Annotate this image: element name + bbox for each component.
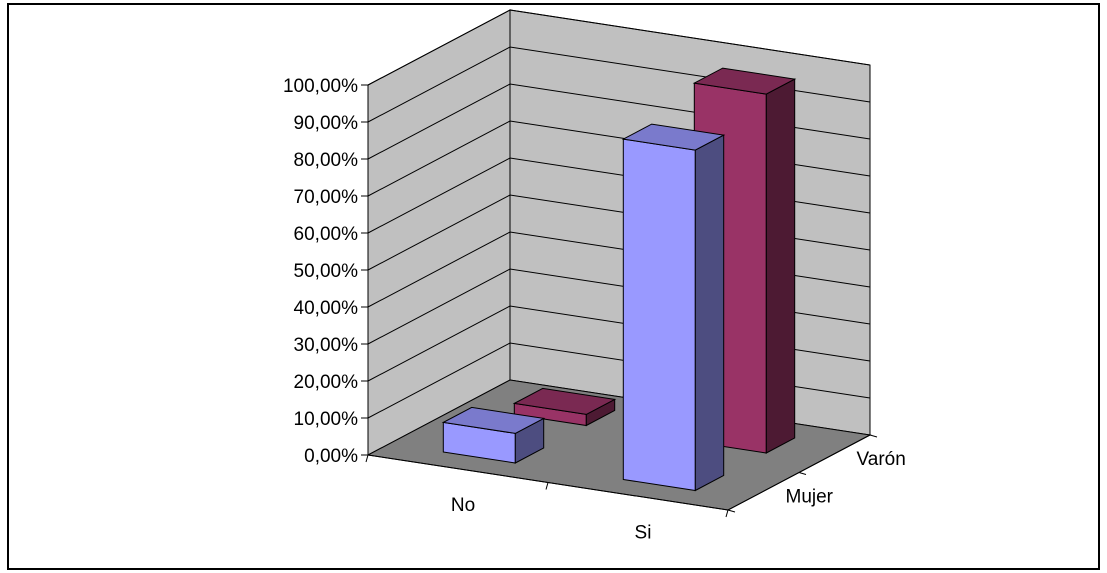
axis-labels: 0,00% 10,00% 20,00% 30,00% 40,00% 50,00% 60,00… (283, 76, 906, 543)
bar-top-face (621, 123, 726, 151)
y-tick-label: 0,00% (304, 446, 358, 467)
bar-top-face (441, 406, 546, 434)
y-tick-label: 60,00% (294, 224, 359, 245)
x-tick-label: No (451, 495, 475, 516)
series-label: Mujer (786, 486, 834, 507)
bar-side-face (765, 78, 796, 454)
depth-tick (727, 509, 736, 513)
bar-side-face (694, 134, 725, 492)
gridline (367, 9, 871, 86)
bar-top-face (692, 67, 797, 95)
bar-Varón-No (512, 387, 617, 427)
series-label: Varón (857, 449, 906, 470)
y-tick-label: 90,00% (294, 113, 359, 134)
axes (361, 84, 878, 518)
x-tick (725, 509, 729, 518)
y-tick-label: 10,00% (294, 409, 359, 430)
bars (441, 67, 797, 492)
y-tick-label: 70,00% (294, 187, 359, 208)
bar-top-face (512, 387, 617, 415)
y-tick-label: 80,00% (294, 150, 359, 171)
depth-tick (869, 434, 878, 438)
bar-front-face (622, 138, 696, 492)
bar-Mujer-Si (621, 123, 726, 492)
depth-tick (798, 472, 807, 475)
x-tick-label: Si (635, 522, 652, 543)
bar-Mujer-No (441, 406, 546, 464)
y-tick-label: 40,00% (294, 298, 359, 319)
y-tick-label: 50,00% (294, 261, 359, 282)
y-tick-label: 30,00% (294, 335, 359, 356)
y-tick-label: 20,00% (294, 372, 359, 393)
y-tick-label: 100,00% (283, 76, 358, 97)
x-tick (365, 454, 369, 463)
x-tick (545, 482, 549, 490)
